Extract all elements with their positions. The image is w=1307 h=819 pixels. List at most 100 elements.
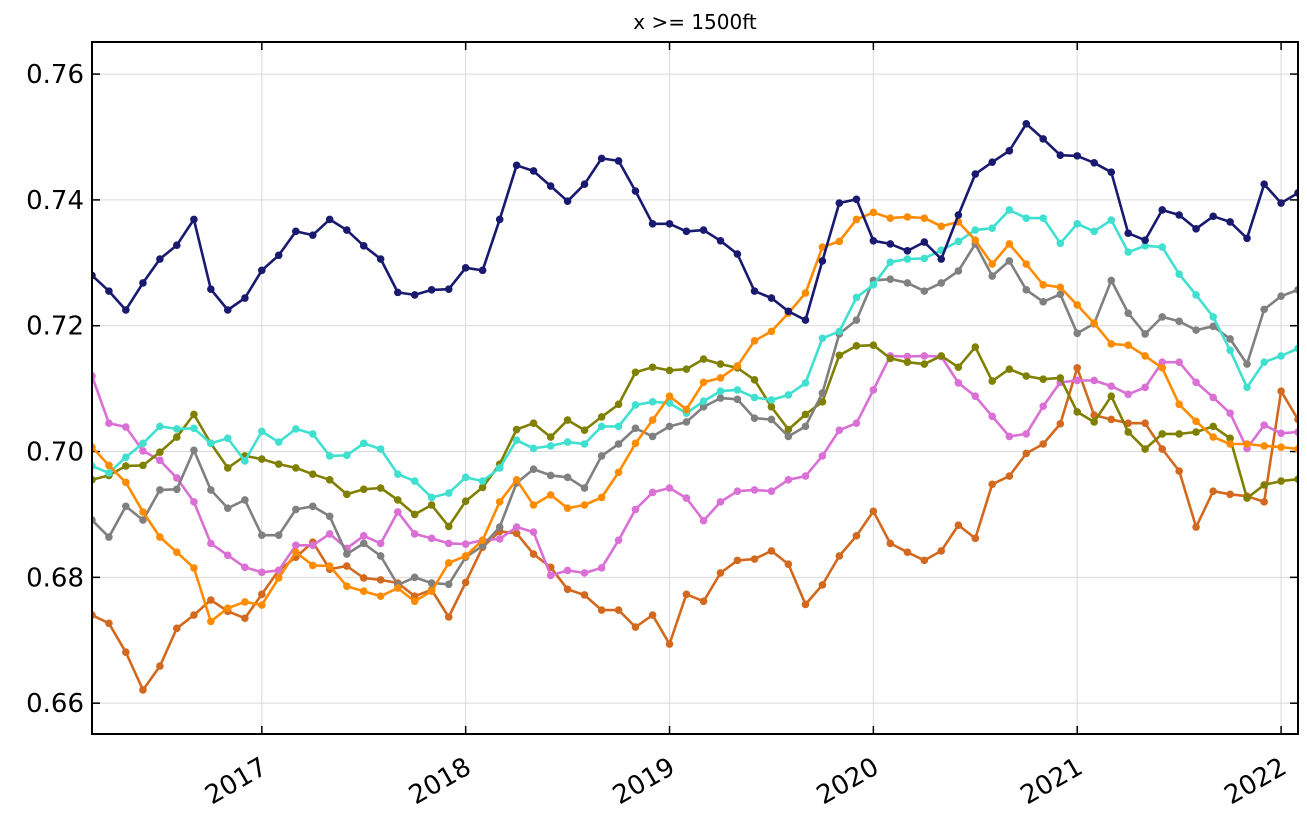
- data-point: [563, 504, 572, 512]
- data-point: [122, 462, 130, 470]
- data-point: [1192, 225, 1200, 233]
- data-point: [988, 224, 997, 233]
- data-point: [427, 286, 436, 294]
- data-point: [512, 436, 521, 445]
- data-point: [903, 352, 912, 361]
- data-point: [988, 272, 997, 280]
- data-point: [767, 327, 776, 336]
- data-point: [886, 275, 895, 283]
- data-point: [105, 469, 113, 477]
- data-point: [733, 487, 742, 495]
- data-point: [631, 368, 640, 377]
- data-point: [190, 446, 198, 455]
- data-point: [563, 438, 572, 446]
- data-point: [631, 401, 640, 409]
- data-point: [173, 425, 181, 433]
- data-point: [427, 579, 436, 587]
- data-point: [699, 226, 708, 234]
- data-point: [156, 456, 164, 465]
- data-point: [139, 447, 147, 455]
- data-point: [223, 504, 232, 512]
- data-point: [529, 444, 538, 453]
- data-point: [682, 590, 691, 599]
- data-point: [359, 439, 368, 448]
- data-point: [1107, 216, 1116, 224]
- series-line: [92, 242, 1298, 587]
- data-point: [784, 560, 793, 568]
- data-point: [1277, 387, 1285, 395]
- data-point: [393, 470, 402, 478]
- data-point: [122, 648, 130, 657]
- data-point: [1226, 440, 1234, 448]
- data-point: [563, 416, 572, 424]
- data-point: [597, 564, 606, 572]
- data-point: [1260, 305, 1268, 314]
- data-point: [241, 496, 249, 504]
- data-point: [852, 419, 861, 428]
- data-point: [173, 548, 181, 556]
- data-point: [529, 501, 538, 509]
- data-point: [1056, 239, 1065, 248]
- data-point: [1158, 430, 1167, 438]
- data-point: [1005, 432, 1014, 441]
- data-point: [241, 614, 249, 623]
- data-point: [580, 501, 589, 509]
- data-point: [954, 379, 963, 387]
- data-point: [444, 285, 453, 294]
- data-point: [750, 337, 759, 345]
- data-point: [648, 398, 657, 406]
- data-point: [376, 445, 385, 453]
- data-point: [1022, 372, 1031, 380]
- data-point: [682, 365, 691, 373]
- data-point: [1277, 199, 1285, 207]
- data-point: [614, 468, 623, 477]
- data-point: [818, 581, 827, 589]
- data-point: [444, 489, 453, 497]
- data-point: [495, 464, 504, 472]
- data-point: [750, 486, 759, 494]
- data-point: [1192, 378, 1200, 387]
- data-point: [852, 342, 861, 350]
- data-point: [784, 432, 793, 441]
- data-point: [529, 528, 538, 536]
- data-point: [461, 578, 470, 587]
- data-point: [1039, 135, 1047, 143]
- data-point: [343, 490, 351, 499]
- data-point: [529, 465, 538, 473]
- data-point: [156, 448, 164, 456]
- data-point: [258, 590, 266, 599]
- data-point: [512, 476, 521, 484]
- data-point: [241, 563, 249, 572]
- data-point: [478, 483, 487, 492]
- data-point: [410, 291, 419, 299]
- data-point: [258, 455, 266, 463]
- data-point: [376, 255, 385, 263]
- data-point: [716, 498, 725, 506]
- data-point: [478, 536, 487, 545]
- data-point: [461, 540, 470, 548]
- chart-title: x >= 1500ft: [633, 10, 757, 34]
- data-point: [1022, 214, 1031, 222]
- data-point: [410, 510, 419, 519]
- data-point: [920, 238, 929, 246]
- data-point: [1226, 218, 1234, 226]
- data-point: [1175, 430, 1183, 438]
- data-point: [1209, 313, 1217, 321]
- data-point: [954, 521, 963, 529]
- data-point: [1243, 494, 1251, 502]
- data-point: [869, 386, 878, 394]
- data-point: [699, 397, 708, 406]
- data-point: [1090, 418, 1098, 426]
- data-point: [1107, 168, 1116, 177]
- data-point: [937, 352, 946, 360]
- data-point: [971, 236, 980, 244]
- data-point: [988, 158, 997, 166]
- data-point: [512, 529, 521, 538]
- data-point: [852, 195, 861, 204]
- data-point: [733, 556, 742, 565]
- data-point: [1209, 487, 1217, 495]
- data-point: [1056, 151, 1065, 160]
- data-point: [937, 255, 946, 263]
- data-point: [1107, 415, 1116, 424]
